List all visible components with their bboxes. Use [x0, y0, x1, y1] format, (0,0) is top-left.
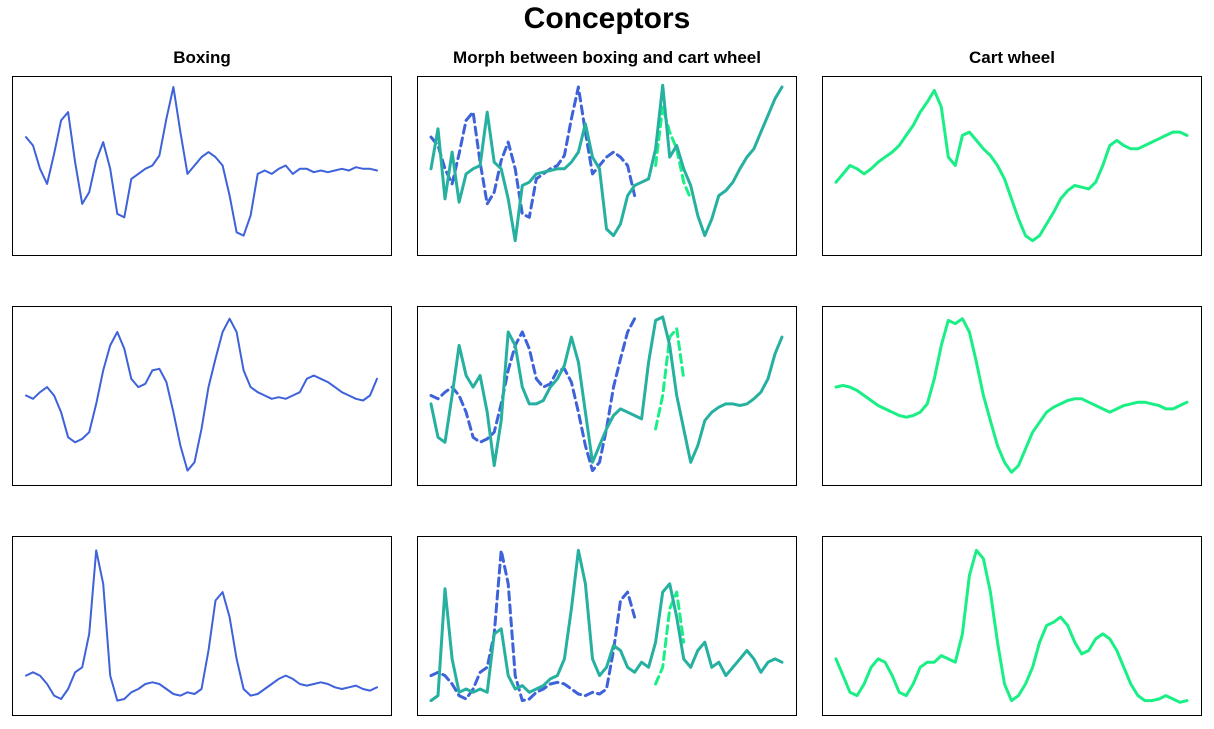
boxing-line	[25, 317, 378, 472]
cartwheel-line	[834, 548, 1189, 704]
panel-cartwheel-row-3	[822, 536, 1202, 716]
panel-frame	[12, 306, 392, 486]
panel-frame	[822, 306, 1202, 486]
morph-line	[429, 548, 784, 703]
morph-line	[429, 83, 784, 243]
panel-boxing-row-3	[12, 536, 392, 716]
morph-source-dashed-line	[429, 317, 637, 473]
morph-line	[429, 315, 784, 468]
cartwheel-line	[834, 88, 1189, 243]
panel-boxing-row-2	[12, 306, 392, 486]
panel-morph-row-2	[417, 306, 797, 486]
column-title-cartwheel: Cart wheel	[969, 48, 1055, 67]
panel-morph-row-3	[417, 536, 797, 716]
column-title-morph: Morph between boxing and cart wheel	[453, 48, 761, 67]
boxing-line	[25, 549, 378, 702]
panel-frame	[822, 76, 1202, 256]
panel-cartwheel-row-2	[822, 306, 1202, 486]
panel-frame	[822, 536, 1202, 716]
panel-frame	[12, 76, 392, 256]
morph-source-dashed-line	[429, 85, 637, 219]
boxing-line	[25, 86, 378, 237]
panel-frame	[417, 306, 797, 486]
morph-source-dashed-line	[429, 548, 637, 703]
panel-boxing-row-1	[12, 76, 392, 256]
cartwheel-line	[834, 317, 1189, 474]
panel-cartwheel-row-1	[822, 76, 1202, 256]
morph-target-dashed-line	[654, 327, 686, 431]
morph-target-dashed-line	[654, 590, 686, 686]
panel-morph-row-1	[417, 76, 797, 256]
figure-title: Conceptors	[523, 2, 691, 35]
morph-target-dashed-line	[654, 105, 693, 201]
column-title-boxing: Boxing	[173, 48, 231, 67]
